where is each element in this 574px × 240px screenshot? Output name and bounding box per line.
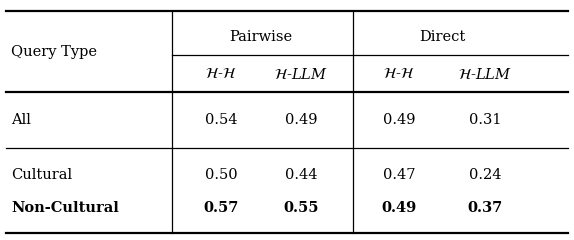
Text: $\mathcal{H}$-$\mathcal{H}$: $\mathcal{H}$-$\mathcal{H}$ [205,67,236,81]
Text: 0.49: 0.49 [285,113,317,127]
Text: 0.50: 0.50 [205,168,237,182]
Text: $\mathcal{H}$-LLM: $\mathcal{H}$-LLM [458,67,512,82]
Text: $\mathcal{H}$-$\mathcal{H}$: $\mathcal{H}$-$\mathcal{H}$ [383,67,414,81]
Text: 0.54: 0.54 [205,113,237,127]
Text: 0.31: 0.31 [469,113,501,127]
Text: 0.55: 0.55 [284,201,319,215]
Text: 0.24: 0.24 [469,168,501,182]
Text: 0.44: 0.44 [285,168,317,182]
Text: Query Type: Query Type [11,45,98,59]
Text: Pairwise: Pairwise [230,30,293,44]
Text: 0.57: 0.57 [203,201,239,215]
Text: 0.47: 0.47 [383,168,415,182]
Text: Cultural: Cultural [11,168,72,182]
Text: Direct: Direct [419,30,465,44]
Text: 0.49: 0.49 [383,113,415,127]
Text: 0.49: 0.49 [381,201,417,215]
Text: 0.37: 0.37 [467,201,503,215]
Text: $\mathcal{H}$-LLM: $\mathcal{H}$-LLM [274,67,328,82]
Text: Non-Cultural: Non-Cultural [11,201,119,215]
Text: All: All [11,113,32,127]
